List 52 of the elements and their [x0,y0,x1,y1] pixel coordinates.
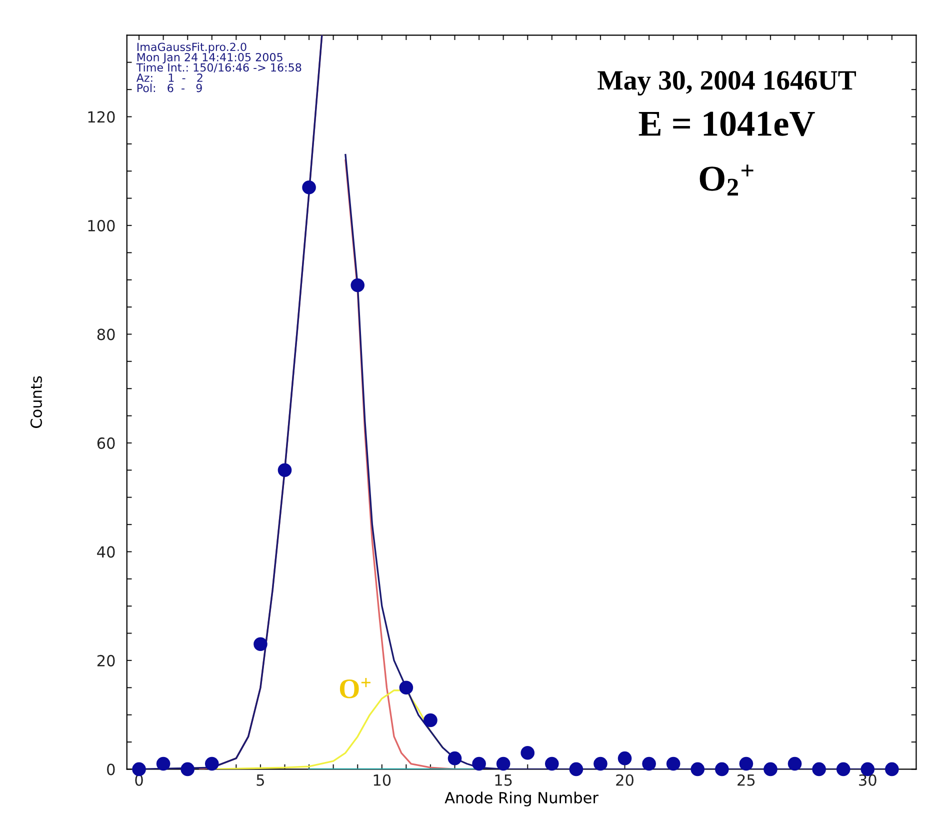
point [885,762,899,776]
y-tick-label: 0 [107,764,115,776]
point [788,756,802,771]
x-tick-label: 25 [738,774,755,786]
x-axis-title: Anode Ring Number [444,792,598,806]
point [666,756,680,771]
annotation: E = 1041eV [638,112,815,136]
y-axis-title: Counts [30,376,42,428]
y-tick-label: 60 [97,437,115,449]
annotation: ImaGaussFit.pro.2.0 [137,42,246,54]
point [545,756,559,771]
point [132,762,146,776]
point [254,637,268,652]
x-tick-label: 15 [495,774,512,786]
point [399,680,414,695]
point [448,751,462,766]
y-tick-label: 120 [88,111,115,123]
annotation: Mon Jan 24 14:41:05 2005 [137,52,282,64]
annotation: Time Int.: 150/16:46 -> 16:58 [136,63,302,73]
point [180,762,195,776]
point [350,278,365,292]
point [156,756,170,771]
point [278,463,292,478]
point [204,756,219,771]
point [496,756,510,771]
point [618,751,632,766]
x-tick-label: 20 [616,774,634,786]
y-tick-label: 40 [97,546,115,558]
annotation: Az: 1 - 2 [136,74,202,82]
annotation: Pol: 6 - 9 [137,84,202,92]
point [764,762,778,776]
point [690,762,705,776]
point [472,756,486,771]
x-tick-label: 30 [859,774,876,786]
annotation: O$_{2}$$^{+}$ [700,164,754,196]
y-tick-label: 80 [97,328,115,340]
point [812,762,826,776]
annotation: O$^{+}$ [340,678,370,698]
point [836,762,850,776]
x-tick-label: 10 [374,774,391,786]
point [520,746,535,760]
x-tick-label: 5 [256,774,264,786]
y-tick-label: 20 [97,654,115,666]
point [594,756,608,771]
point [642,756,656,771]
point [739,756,754,771]
point [424,713,438,728]
point [302,180,316,194]
point [569,762,584,776]
y-tick-label: 100 [88,220,115,232]
point [715,762,729,776]
annotation: May 30, 2004 1646UT [598,70,856,96]
